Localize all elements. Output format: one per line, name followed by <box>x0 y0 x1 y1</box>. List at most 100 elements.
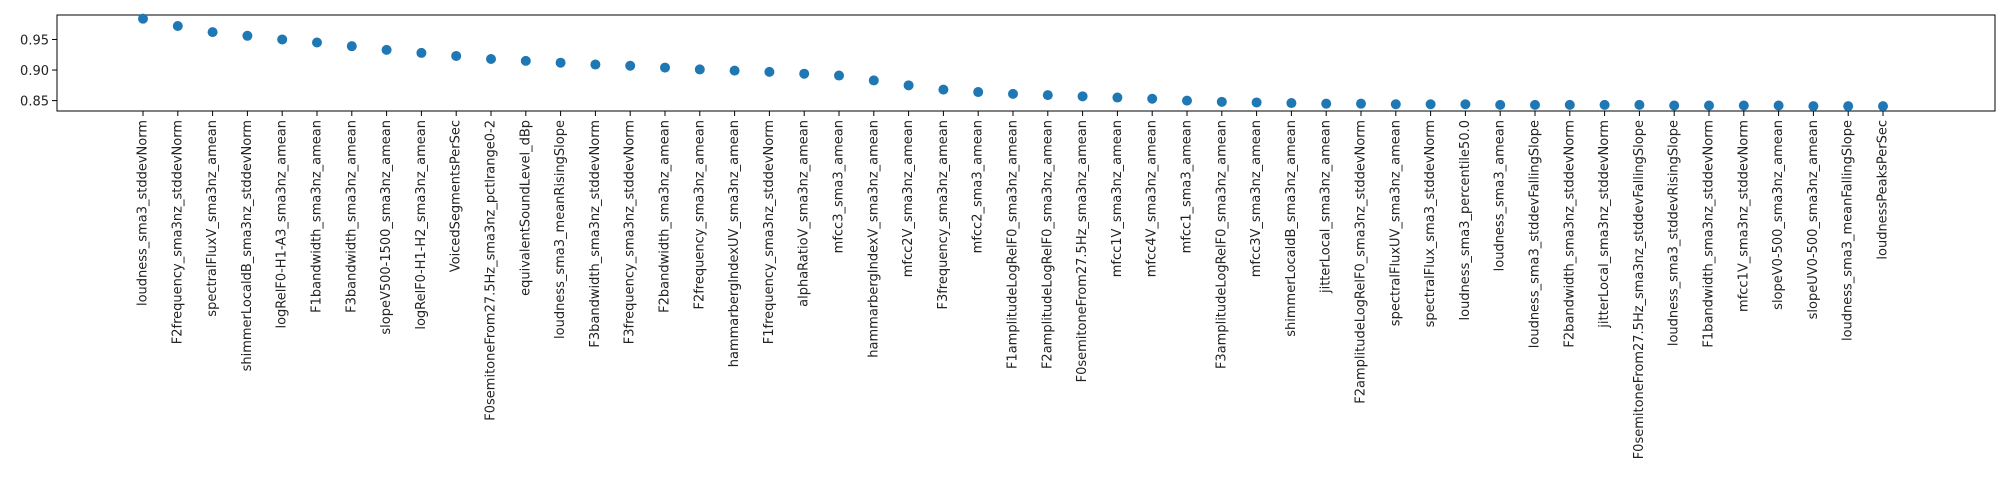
data-point <box>1634 99 1645 110</box>
data-point <box>1669 100 1680 111</box>
data-point <box>451 50 462 61</box>
data-point <box>1495 99 1506 110</box>
data-point <box>1216 96 1227 107</box>
data-point <box>973 87 984 98</box>
x-tick-label: F2bandwidth_sma3nz_stddevNorm <box>1562 120 1577 348</box>
x-tick-label: slopeV0-500_sma3nz_amean <box>1771 120 1786 310</box>
data-point <box>590 59 601 70</box>
x-tick-label: logRelF0-H1-H2_sma3nz_amean <box>414 120 429 330</box>
data-point <box>625 60 636 71</box>
x-tick-label: shimmerLocaldB_sma3nz_stddevNorm <box>240 120 255 371</box>
x-tick-label: VoicedSegmentsPerSec <box>449 120 464 272</box>
data-point <box>520 55 531 66</box>
data-point <box>1112 92 1123 103</box>
data-point <box>1843 101 1854 112</box>
x-tick-label: logRelF0-H1-A3_sma3nz_amean <box>275 120 290 329</box>
x-axis: loudness_sma3_stddevNorm F2frequency_sma3… <box>136 111 1891 459</box>
x-tick-label: F2bandwidth_sma3nz_amean <box>658 120 673 313</box>
data-point <box>172 21 183 32</box>
x-tick-label: mfcc2V_sma3nz_amean <box>901 120 916 277</box>
data-points <box>138 13 1888 112</box>
y-tick-label: 0.95 <box>20 33 49 48</box>
x-tick-label: F1amplitudeLogRelF0_sma3nz_amean <box>1006 120 1021 369</box>
y-tick-label: 0.90 <box>20 64 49 79</box>
data-point <box>1773 100 1784 111</box>
data-point <box>764 66 775 77</box>
y-axis: 0.85 0.90 0.95 <box>20 33 57 110</box>
x-tick-label: hammarbergIndexUV_sma3nz_amean <box>727 120 742 367</box>
plot-area <box>56 14 1996 112</box>
x-tick-label: equivalentSoundLevel_dBp <box>518 120 533 296</box>
x-tick-label: spectralFluxV_sma3nz_amean <box>205 120 220 317</box>
data-point <box>868 75 879 86</box>
x-tick-label: jitterLocal_sma3nz_amean <box>1319 120 1334 294</box>
data-point <box>938 84 949 95</box>
data-point <box>660 62 670 73</box>
data-point <box>1460 99 1471 110</box>
x-tick-label: alphaRatioV_sma3nz_amean <box>797 120 812 307</box>
data-point <box>729 65 740 76</box>
x-tick-label: F3bandwidth_sma3nz_amean <box>344 120 359 313</box>
data-point <box>138 13 148 24</box>
data-point <box>1599 99 1610 110</box>
x-tick-label: F0semitoneFrom27.5Hz_sma3nz_stddevFallin… <box>1632 120 1647 459</box>
data-point <box>1008 88 1018 99</box>
data-point <box>799 68 810 79</box>
x-tick-label: F3bandwidth_sma3nz_stddevNorm <box>588 120 603 348</box>
x-tick-label: F2amplitudeLogRelF0_sma3nz_amean <box>1040 120 1055 369</box>
x-tick-label: loudness_sma3_stddevFallingSlope <box>1528 120 1543 348</box>
data-point <box>346 41 357 52</box>
x-tick-label: F3frequency_sma3nz_amean <box>936 120 951 310</box>
x-tick-label: F3amplitudeLogRelF0_sma3nz_amean <box>1214 120 1229 369</box>
data-point <box>1077 91 1088 102</box>
data-point <box>903 80 914 91</box>
x-tick-label: F0semitoneFrom27.5Hz_sma3nz_pctlrange0-2 <box>484 120 499 421</box>
x-tick-label: mfcc3V_sma3nz_amean <box>1249 120 1264 277</box>
x-tick-label: F1frequency_sma3nz_stddevNorm <box>762 120 777 344</box>
data-point <box>1704 100 1714 111</box>
x-tick-label: F2frequency_sma3nz_amean <box>692 120 707 310</box>
x-tick-label: loudness_sma3_meanFallingSlope <box>1841 120 1856 341</box>
x-tick-label: mfcc1V_sma3nz_stddevNorm <box>1736 120 1751 312</box>
data-point <box>1530 99 1540 110</box>
x-tick-label: jitterLocal_sma3nz_stddevNorm <box>1597 120 1612 329</box>
data-point <box>1878 101 1888 112</box>
data-point <box>1321 98 1332 109</box>
x-tick-label: hammarbergIndexV_sma3nz_amean <box>866 120 881 358</box>
data-point <box>1808 101 1819 112</box>
x-tick-label: F0semitoneFrom27.5Hz_sma3nz_amean <box>1075 120 1090 382</box>
x-tick-label: mfcc3_sma3_amean <box>832 120 847 253</box>
x-tick-label: F2frequency_sma3nz_stddevNorm <box>170 120 185 344</box>
data-point <box>242 30 253 41</box>
x-tick-label: spectralFluxUV_sma3nz_amean <box>1388 120 1403 326</box>
y-tick-label: 0.85 <box>20 95 49 110</box>
x-tick-label: loudnessPeaksPerSec <box>1876 120 1891 260</box>
data-point <box>555 57 566 68</box>
data-point <box>1390 99 1401 110</box>
data-point <box>1738 100 1749 111</box>
x-tick-label: mfcc1_sma3_amean <box>1180 120 1195 253</box>
x-tick-label: F2amplitudeLogRelF0_sma3nz_stddevNorm <box>1354 120 1369 404</box>
x-tick-label: loudness_sma3_percentile50.0 <box>1458 120 1473 320</box>
x-tick-label: loudness_sma3_stddevRisingSlope <box>1667 120 1682 346</box>
x-tick-label: F1bandwidth_sma3nz_stddevNorm <box>1702 120 1717 348</box>
data-point <box>381 44 392 55</box>
data-point <box>1182 95 1192 106</box>
data-point <box>1042 90 1053 101</box>
data-point <box>207 27 218 38</box>
data-point <box>1147 93 1158 104</box>
data-point <box>486 54 496 65</box>
data-point <box>694 64 705 75</box>
x-tick-label: F1bandwidth_sma3nz_amean <box>310 120 325 313</box>
x-tick-label: mfcc1V_sma3nz_amean <box>1110 120 1125 277</box>
data-point <box>416 47 427 58</box>
data-point <box>1286 98 1297 109</box>
data-point <box>312 37 322 48</box>
data-point <box>277 34 288 45</box>
x-tick-label: mfcc4V_sma3nz_amean <box>1145 120 1160 277</box>
data-point <box>1251 97 1262 108</box>
x-tick-label: slopeUV0-500_sma3nz_amean <box>1806 120 1821 319</box>
data-point <box>1425 99 1436 110</box>
x-tick-label: loudness_sma3_meanRisingSlope <box>553 120 568 339</box>
